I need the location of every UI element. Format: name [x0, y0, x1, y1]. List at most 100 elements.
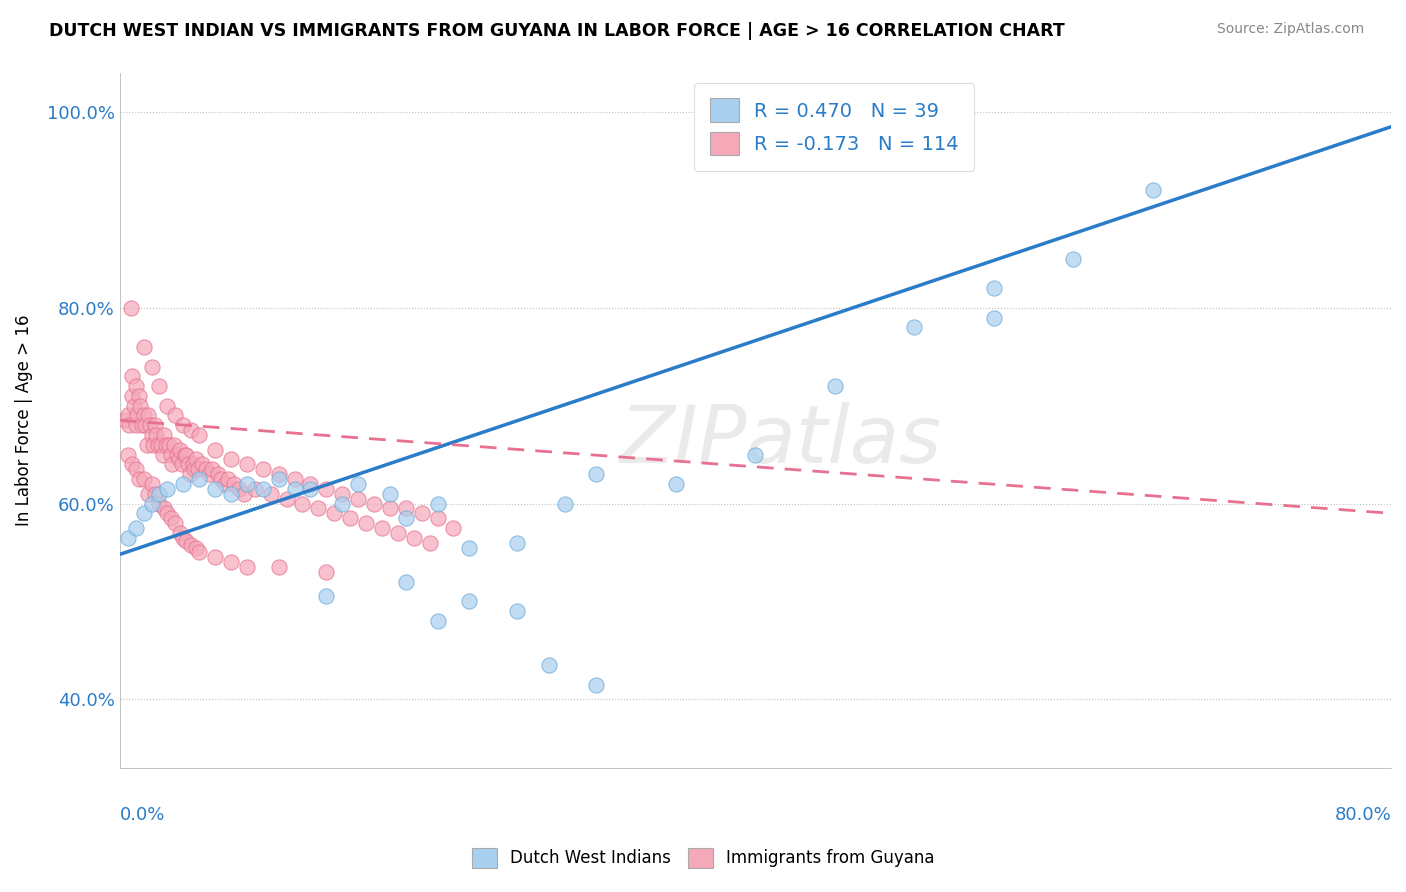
Point: [170, 458, 193, 472]
Point: [330, 496, 353, 510]
Point: [159, 448, 181, 462]
Point: [153, 428, 176, 442]
Point: [156, 506, 179, 520]
Point: [159, 511, 181, 525]
Point: [665, 477, 688, 491]
Point: [363, 496, 385, 510]
Point: [243, 482, 266, 496]
Point: [148, 487, 170, 501]
Point: [224, 477, 246, 491]
Point: [236, 560, 259, 574]
Point: [121, 458, 143, 472]
Point: [152, 448, 174, 462]
Point: [252, 482, 274, 496]
Point: [156, 482, 179, 496]
Point: [117, 409, 139, 423]
Point: [155, 438, 177, 452]
Point: [260, 487, 283, 501]
Point: [172, 418, 194, 433]
Point: [120, 301, 142, 315]
Point: [315, 565, 337, 579]
Text: 80.0%: 80.0%: [1334, 805, 1391, 824]
Point: [188, 428, 211, 442]
Point: [194, 462, 217, 476]
Point: [219, 452, 242, 467]
Point: [141, 496, 163, 510]
Text: ZIPatlas: ZIPatlas: [620, 402, 942, 480]
Point: [307, 501, 329, 516]
Point: [347, 491, 370, 506]
Point: [143, 487, 166, 501]
Legend: Dutch West Indians, Immigrants from Guyana: Dutch West Indians, Immigrants from Guya…: [465, 841, 941, 875]
Point: [124, 379, 146, 393]
Point: [132, 409, 155, 423]
Point: [219, 487, 242, 501]
Point: [506, 535, 529, 549]
Point: [166, 448, 188, 462]
Point: [903, 320, 925, 334]
Point: [146, 438, 169, 452]
Point: [537, 657, 560, 672]
Point: [276, 491, 298, 506]
Point: [114, 413, 136, 427]
Point: [135, 438, 157, 452]
Point: [134, 418, 156, 433]
Point: [402, 531, 425, 545]
Y-axis label: In Labor Force | Age > 16: In Labor Force | Age > 16: [15, 315, 32, 526]
Legend: R = 0.470   N = 39, R = -0.173   N = 114: R = 0.470 N = 39, R = -0.173 N = 114: [695, 83, 974, 171]
Point: [179, 467, 201, 482]
Point: [267, 472, 290, 486]
Point: [217, 472, 239, 486]
Point: [169, 442, 191, 457]
Point: [236, 458, 259, 472]
Point: [148, 496, 170, 510]
Point: [426, 614, 449, 628]
Point: [201, 462, 224, 476]
Point: [299, 477, 322, 491]
Point: [426, 496, 449, 510]
Point: [127, 409, 149, 423]
Point: [132, 506, 155, 520]
Point: [183, 462, 205, 476]
Point: [165, 409, 187, 423]
Point: [204, 482, 226, 496]
Point: [188, 545, 211, 559]
Point: [395, 574, 418, 589]
Point: [443, 521, 465, 535]
Point: [138, 487, 160, 501]
Point: [395, 501, 418, 516]
Point: [291, 496, 314, 510]
Point: [283, 482, 305, 496]
Point: [180, 423, 202, 437]
Point: [117, 448, 139, 462]
Point: [128, 389, 150, 403]
Point: [124, 418, 146, 433]
Point: [163, 438, 186, 452]
Point: [458, 594, 481, 608]
Point: [232, 487, 254, 501]
Point: [228, 482, 250, 496]
Point: [236, 477, 259, 491]
Point: [426, 511, 449, 525]
Point: [214, 477, 236, 491]
Point: [330, 487, 353, 501]
Point: [143, 418, 166, 433]
Point: [585, 677, 607, 691]
Point: [204, 442, 226, 457]
Text: 0.0%: 0.0%: [120, 805, 165, 824]
Point: [122, 399, 145, 413]
Point: [156, 399, 179, 413]
Point: [378, 487, 401, 501]
Point: [160, 458, 183, 472]
Point: [458, 541, 481, 555]
Point: [131, 418, 153, 433]
Point: [165, 516, 187, 530]
Point: [141, 428, 163, 442]
Point: [177, 458, 200, 472]
Point: [124, 462, 146, 476]
Point: [157, 438, 180, 452]
Point: [204, 550, 226, 565]
Point: [339, 511, 361, 525]
Point: [172, 477, 194, 491]
Point: [252, 462, 274, 476]
